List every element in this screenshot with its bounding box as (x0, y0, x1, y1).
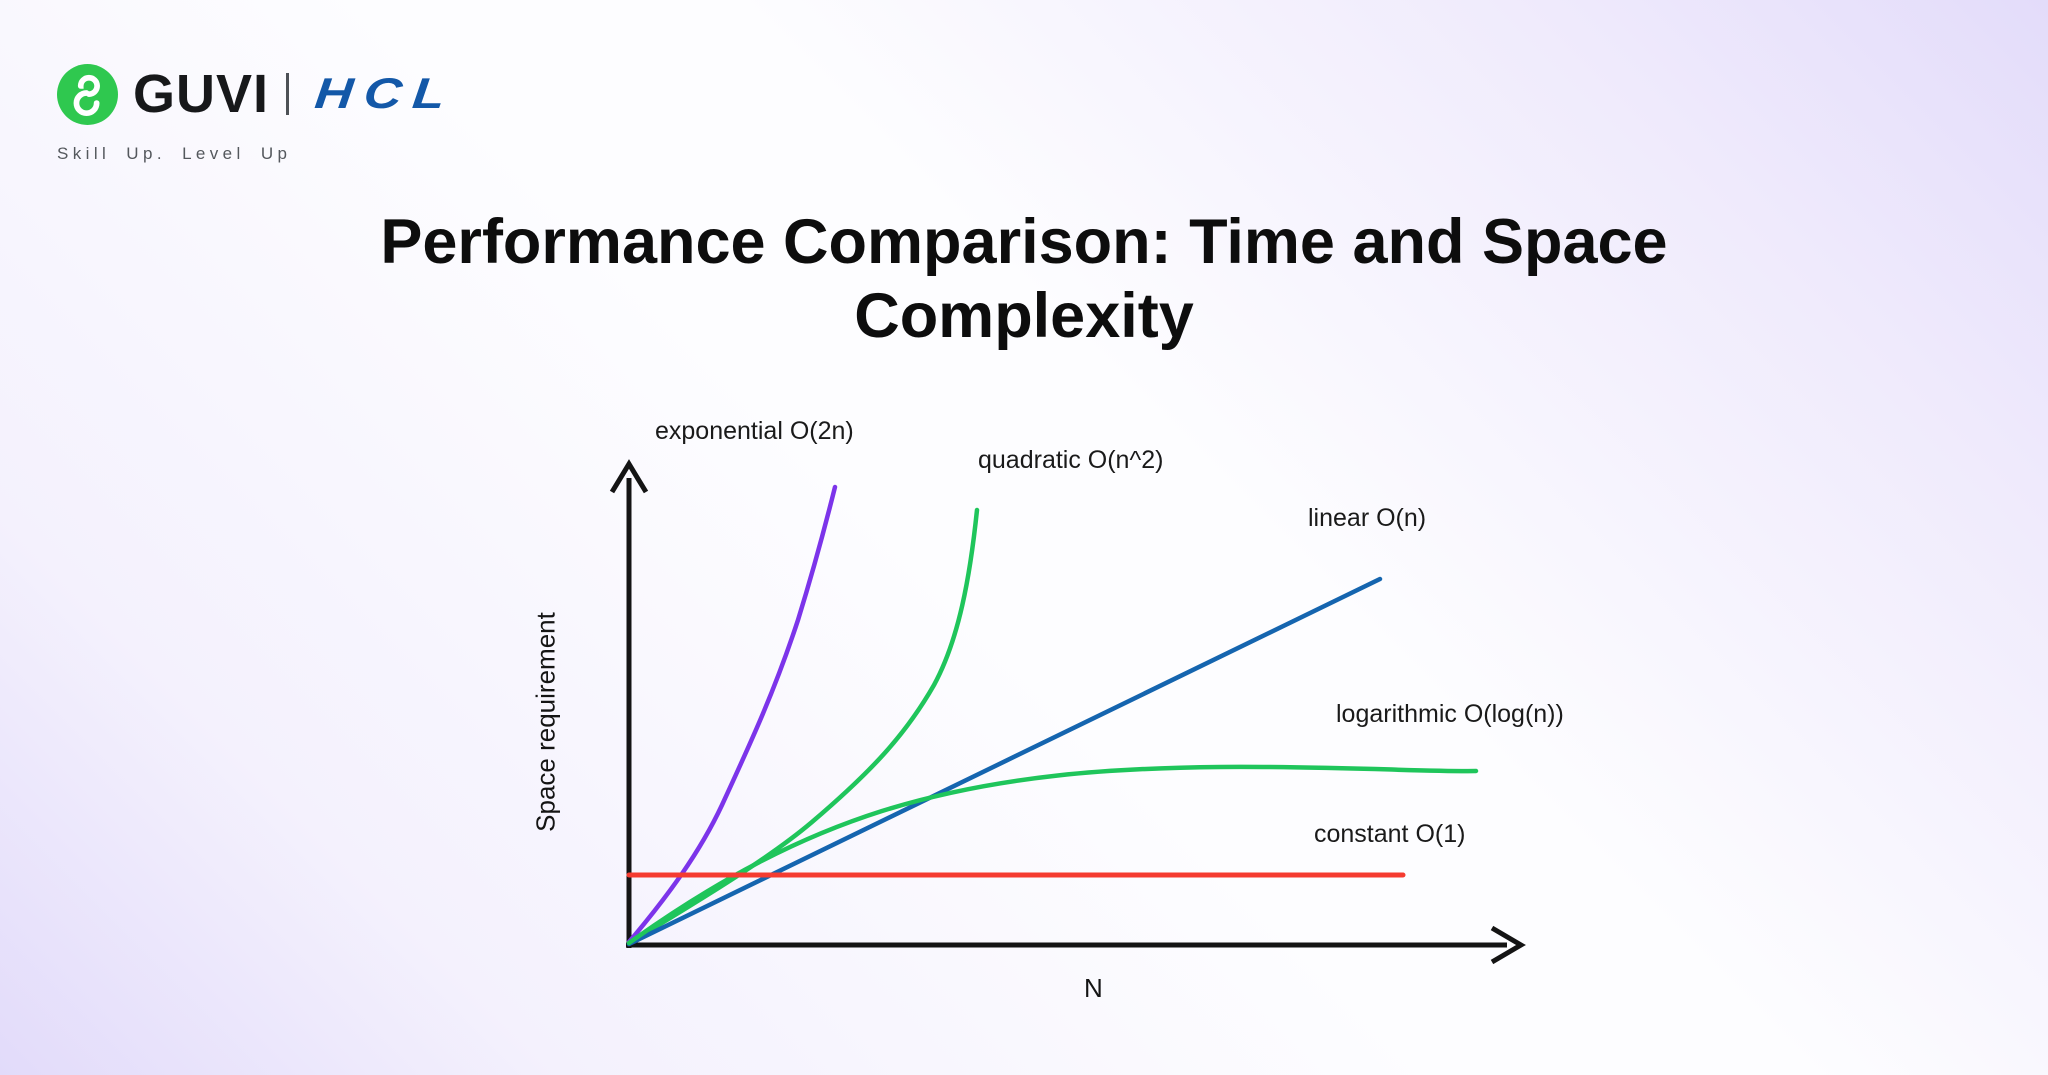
y-axis-arrowhead (609, 459, 649, 494)
curve-label-quadratic: quadratic O(n^2) (978, 446, 1164, 474)
brand-divider (286, 73, 290, 115)
curve-label-exponential: exponential O(2n) (655, 417, 854, 445)
curve-label-logarithmic: logarithmic O(log(n)) (1336, 700, 1564, 728)
curve-label-linear: linear O(n) (1308, 504, 1427, 532)
brand-logo-row: GUVI HCL (57, 63, 458, 125)
brand-tagline: Skill Up. Level Up (57, 144, 292, 163)
curve-label-constant: constant O(1) (1314, 820, 1466, 848)
page-title: Performance Comparison: Time and Space C… (380, 207, 1668, 351)
guvi-logo-icon (57, 63, 118, 125)
x-axis-label: N (1084, 973, 1103, 1003)
brand-header: GUVI HCL Skill Up. Level Up (57, 63, 458, 164)
y-axis-label: Space requirement (530, 612, 561, 832)
x-axis-arrowhead (1490, 925, 1526, 965)
curve-logarithmic (626, 764, 1479, 946)
curve-exponential (626, 484, 838, 945)
curve-linear (626, 576, 1383, 947)
guvi-wordmark: GUVI (133, 64, 270, 124)
